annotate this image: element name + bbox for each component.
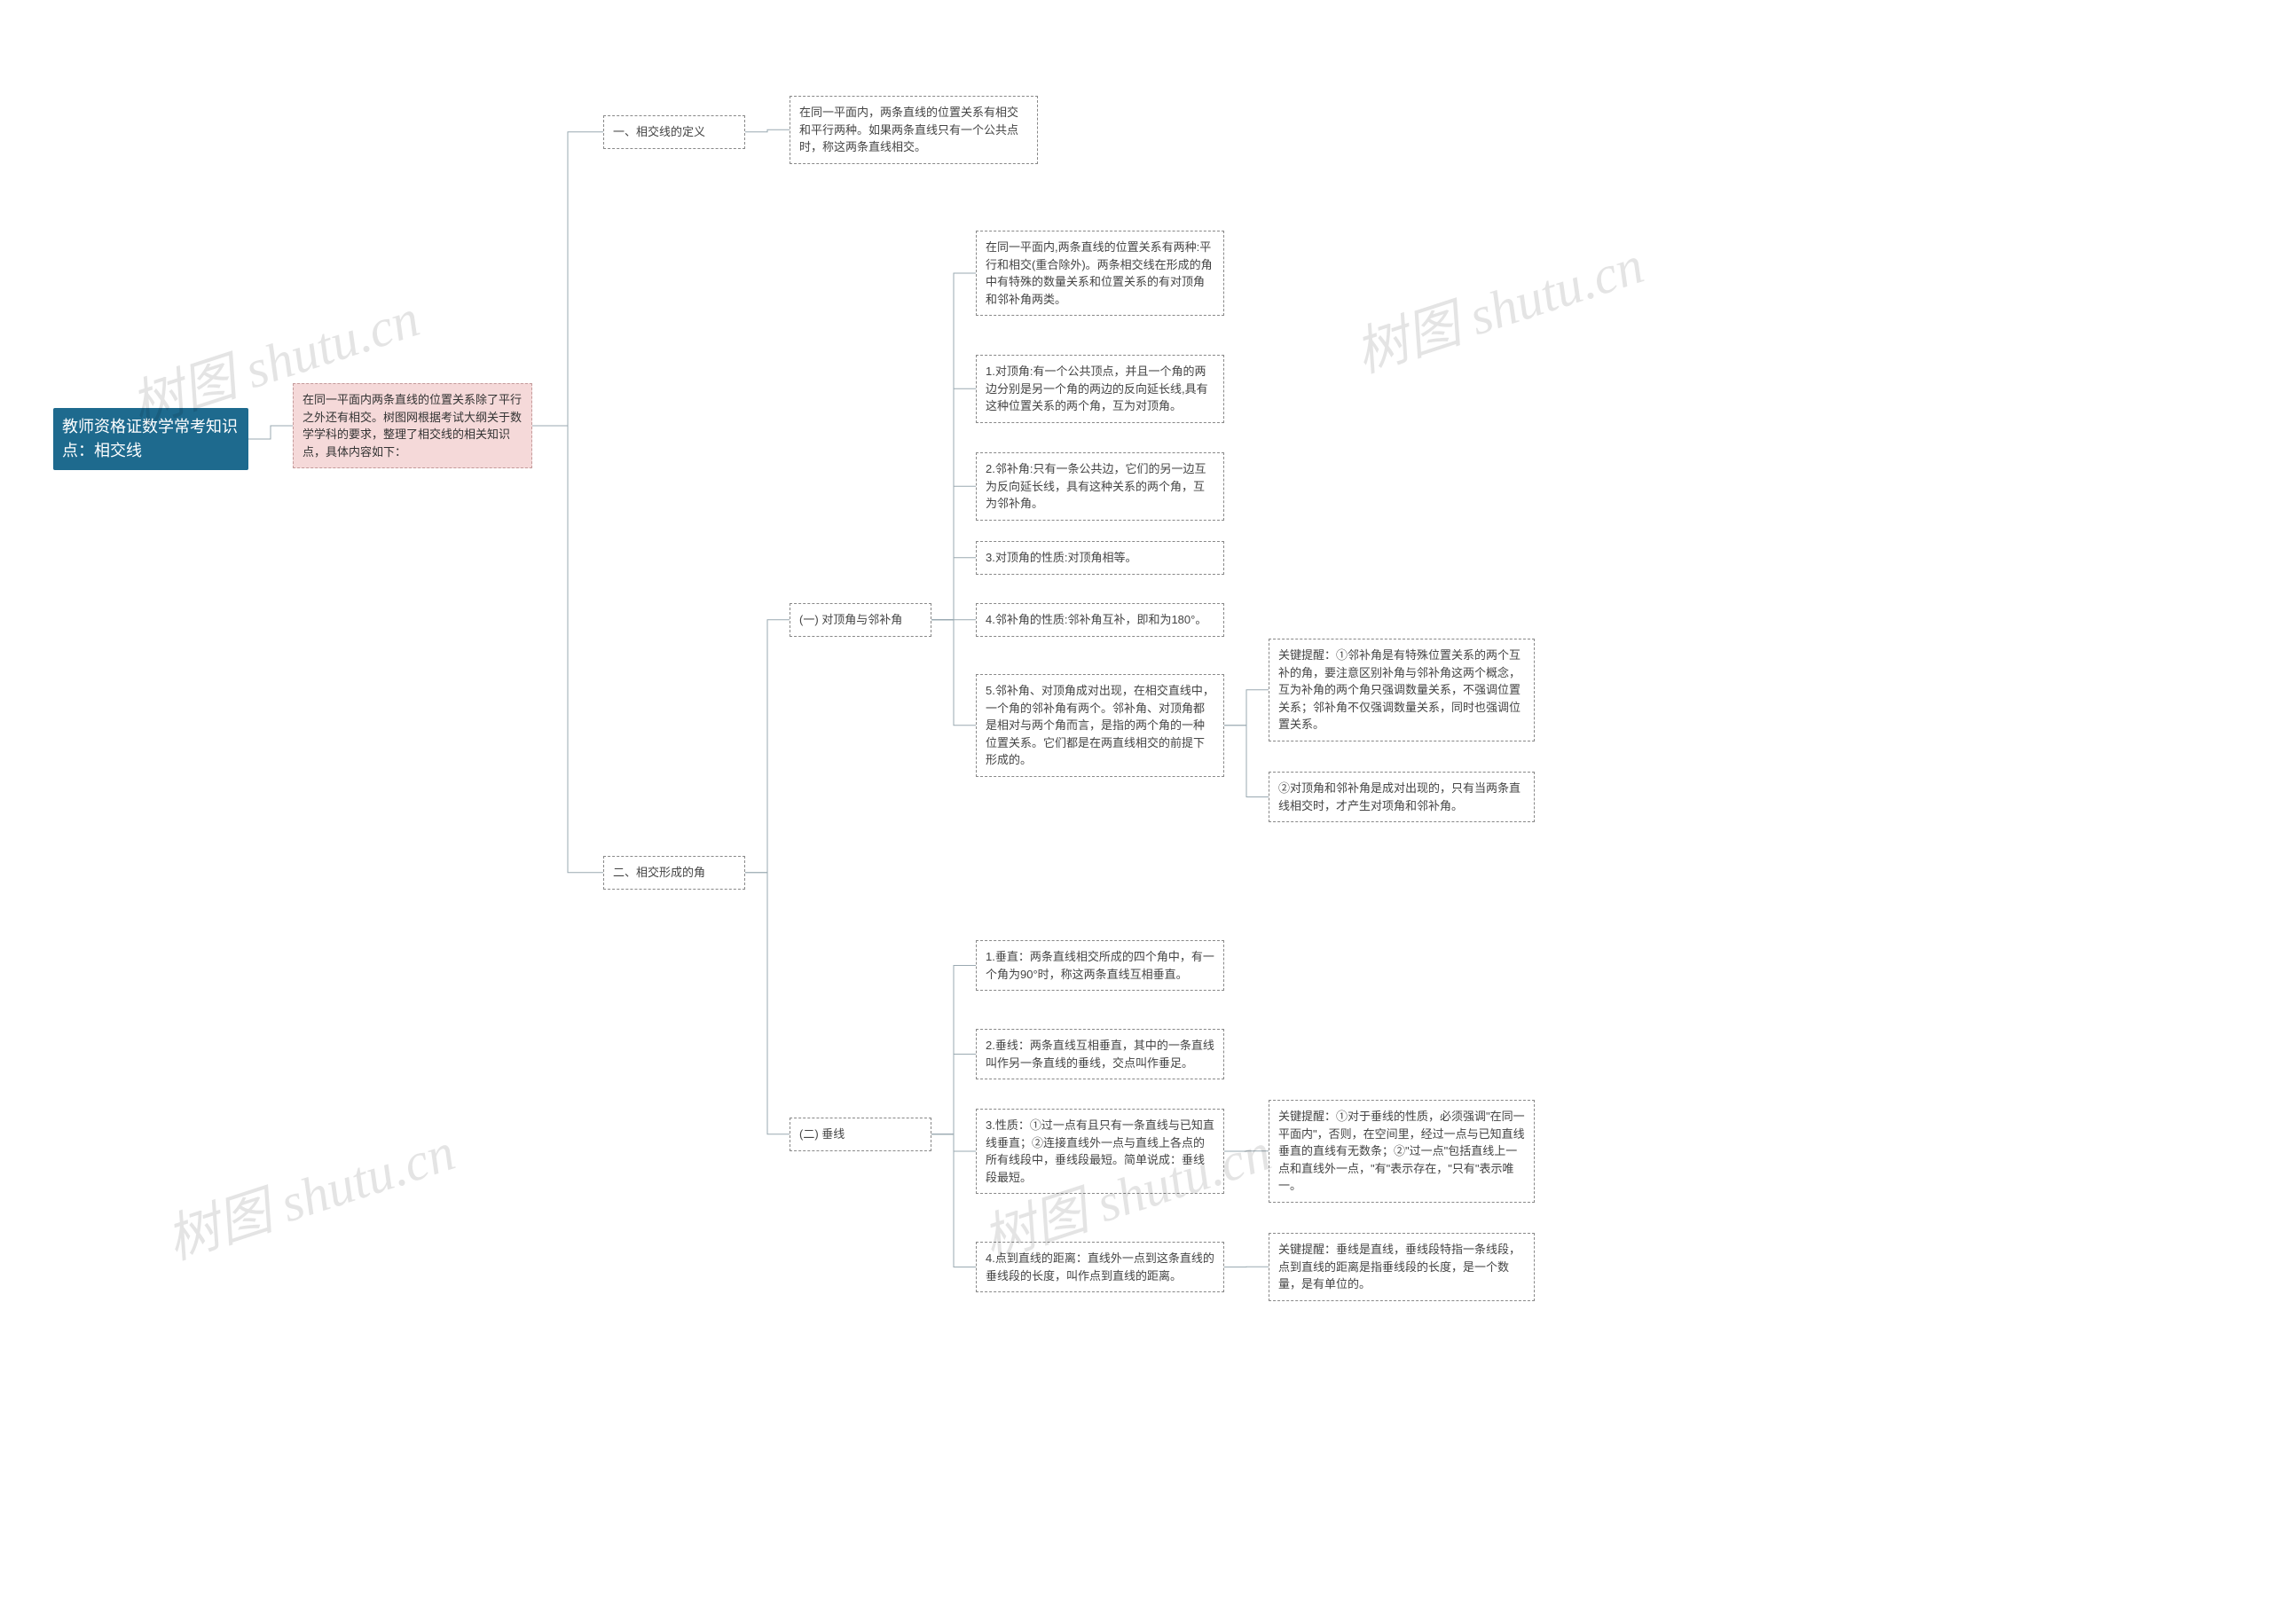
section-2a-item-3: 3.对顶角的性质:对顶角相等。	[976, 541, 1224, 575]
section-2a-item-5-tip2: ②对顶角和邻补角是成对出现的，只有当两条直线相交时，才产生对项角和邻补角。	[1269, 772, 1535, 822]
section-2a-heading: (一) 对顶角与邻补角	[790, 603, 931, 637]
section-2a-item-4: 4.邻补角的性质:邻补角互补，即和为180°。	[976, 603, 1224, 637]
section-2a-item-1: 1.对顶角:有一个公共顶点，并且一个角的两边分别是另一个角的两边的反向延长线,具…	[976, 355, 1224, 423]
section-2b-item-3-tip: 关键提醒：①对于垂线的性质，必须强调"在同一平面内"，否则，在空间里，经过一点与…	[1269, 1100, 1535, 1203]
watermark: 树图 shutu.cn	[155, 1109, 463, 1275]
intro-node: 在同一平面内两条直线的位置关系除了平行之外还有相交。树图网根据考试大纲关于数学学…	[293, 383, 532, 468]
root-node: 教师资格证数学常考知识点：相交线	[53, 408, 248, 470]
section-2b-item-4-tip: 关键提醒：垂线是直线，垂线段特指一条线段，点到直线的距离是指垂线段的长度，是一个…	[1269, 1233, 1535, 1301]
section-2b-item-1: 1.垂直：两条直线相交所成的四个角中，有一个角为90°时，称这两条直线互相垂直。	[976, 940, 1224, 991]
section-2a-item-5: 5.邻补角、对顶角成对出现，在相交直线中，一个角的邻补角有两个。邻补角、对顶角都…	[976, 674, 1224, 777]
watermark: 树图 shutu.cn	[1344, 222, 1652, 388]
section-1-content: 在同一平面内，两条直线的位置关系有相交和平行两种。如果两条直线只有一个公共点时，…	[790, 96, 1038, 164]
section-2b-item-3: 3.性质：①过一点有且只有一条直线与已知直线垂直；②连接直线外一点与直线上各点的…	[976, 1109, 1224, 1194]
section-2b-item-4: 4.点到直线的距离：直线外一点到这条直线的垂线段的长度，叫作点到直线的距离。	[976, 1242, 1224, 1292]
section-2b-item-2: 2.垂线：两条直线互相垂直，其中的一条直线叫作另一条直线的垂线，交点叫作垂足。	[976, 1029, 1224, 1079]
section-2a-item-2: 2.邻补角:只有一条公共边，它们的另一边互为反向延长线，具有这种关系的两个角，互…	[976, 452, 1224, 521]
section-2a-item-5-tip1: 关键提醒：①邻补角是有特殊位置关系的两个互补的角，要注意区别补角与邻补角这两个概…	[1269, 639, 1535, 741]
section-2b-heading: (二) 垂线	[790, 1118, 931, 1151]
section-1-heading: 一、相交线的定义	[603, 115, 745, 149]
section-2a-intro: 在同一平面内,两条直线的位置关系有两种:平行和相交(重合除外)。两条相交线在形成…	[976, 231, 1224, 316]
section-2-heading: 二、相交形成的角	[603, 856, 745, 890]
